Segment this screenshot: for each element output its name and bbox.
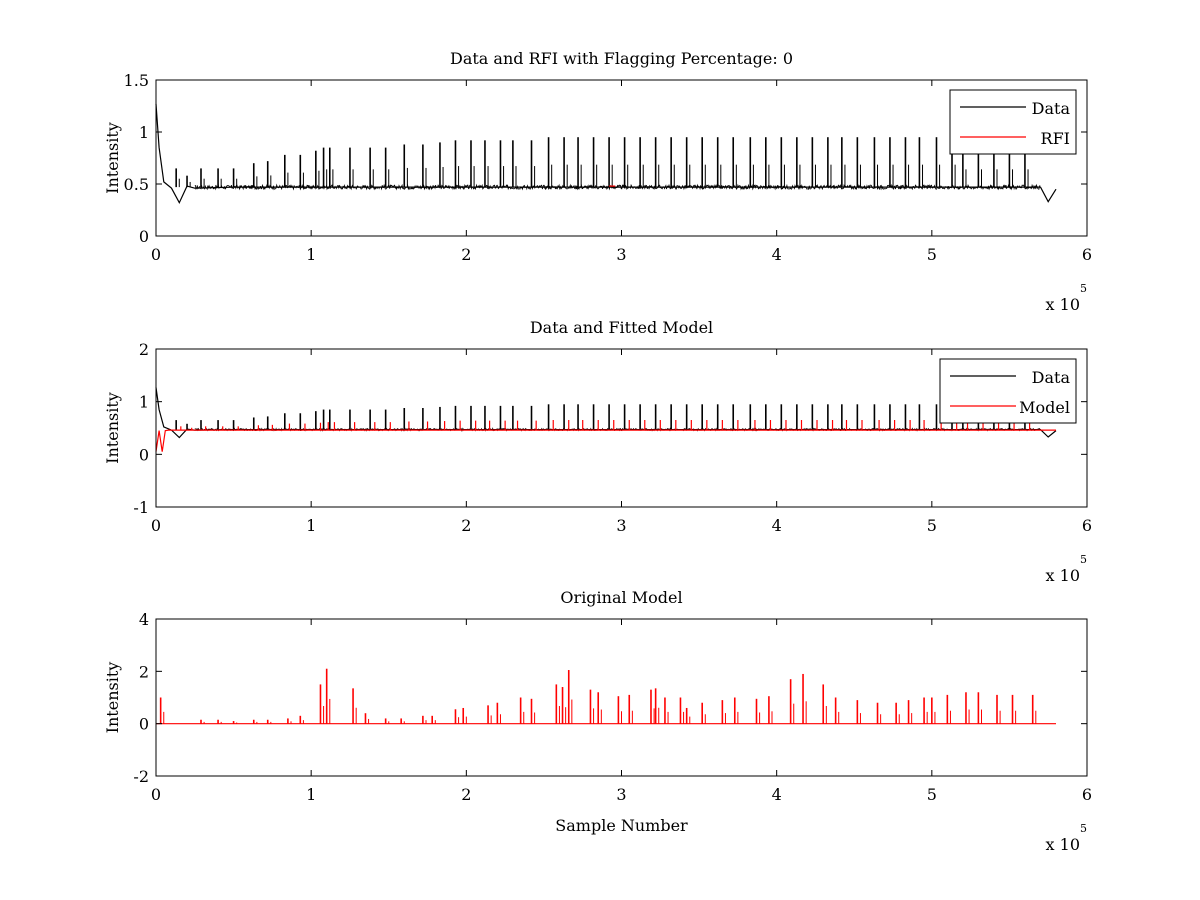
x-tick-label: 1 bbox=[306, 516, 316, 535]
x-tick-label: 4 bbox=[772, 516, 782, 535]
x-multiplier: x 10 bbox=[1046, 835, 1080, 854]
x-tick-label: 1 bbox=[306, 785, 316, 804]
x-tick-label: 5 bbox=[927, 516, 937, 535]
series-model bbox=[155, 419, 1056, 452]
y-tick-label: -2 bbox=[133, 767, 149, 786]
y-tick-label: 0.5 bbox=[124, 175, 149, 194]
x-multiplier-exponent: 5 bbox=[1080, 822, 1087, 835]
x-tick-label: 2 bbox=[461, 785, 471, 804]
x-tick-label: 0 bbox=[151, 785, 161, 804]
legend: Data Model bbox=[939, 358, 1077, 424]
x-tick-label: 4 bbox=[772, 785, 782, 804]
y-axis-label: Intensity bbox=[103, 392, 122, 464]
series-data bbox=[155, 103, 1057, 205]
y-tick-label: 1.5 bbox=[124, 71, 149, 90]
chart-title: Data and RFI with Flagging Percentage: 0 bbox=[450, 49, 793, 68]
legend-label: Data bbox=[1032, 99, 1071, 118]
axes-frame bbox=[155, 79, 1088, 237]
y-tick-label: 0 bbox=[139, 445, 149, 464]
legend-label: Model bbox=[1019, 398, 1070, 417]
x-tick-label: 0 bbox=[151, 516, 161, 535]
x-tick-label: 6 bbox=[1082, 516, 1092, 535]
legend-label: RFI bbox=[1041, 129, 1070, 148]
x-tick-label: 5 bbox=[927, 245, 937, 264]
x-tick-label: 3 bbox=[616, 516, 626, 535]
x-tick-label: 6 bbox=[1082, 245, 1092, 264]
y-tick-label: 1 bbox=[139, 393, 149, 412]
y-tick-label: -1 bbox=[133, 498, 149, 517]
y-tick-label: 2 bbox=[139, 662, 149, 681]
series-noise bbox=[194, 183, 1041, 191]
y-tick-label: 4 bbox=[139, 610, 149, 629]
y-tick-label: 0 bbox=[139, 227, 149, 246]
x-tick-label: 3 bbox=[616, 785, 626, 804]
x-tick-label: 3 bbox=[616, 245, 626, 264]
legend-label: Data bbox=[1032, 368, 1071, 387]
y-tick-label: 1 bbox=[139, 123, 149, 142]
y-tick-label: 0 bbox=[139, 715, 149, 734]
x-multiplier-exponent: 5 bbox=[1080, 282, 1087, 295]
x-tick-label: 1 bbox=[306, 245, 316, 264]
legend: Data RFI bbox=[949, 89, 1077, 155]
x-multiplier: x 10 bbox=[1046, 295, 1080, 314]
y-axis-label: Intensity bbox=[103, 662, 122, 734]
x-axis-label: Sample Number bbox=[555, 816, 688, 835]
series-model-0 bbox=[156, 668, 1056, 725]
x-tick-label: 0 bbox=[151, 245, 161, 264]
series-line bbox=[155, 103, 1057, 205]
x-tick-label: 5 bbox=[927, 785, 937, 804]
series-line bbox=[155, 429, 1056, 452]
chart-title: Data and Fitted Model bbox=[530, 318, 713, 337]
x-tick-label: 4 bbox=[772, 245, 782, 264]
x-tick-label: 2 bbox=[461, 245, 471, 264]
x-multiplier-exponent: 5 bbox=[1080, 553, 1087, 566]
y-tick-label: 2 bbox=[139, 340, 149, 359]
legend-box bbox=[939, 358, 1077, 424]
x-tick-label: 6 bbox=[1082, 785, 1092, 804]
y-axis-label: Intensity bbox=[103, 122, 122, 194]
x-multiplier: x 10 bbox=[1046, 566, 1080, 585]
x-tick-label: 2 bbox=[461, 516, 471, 535]
legend-box bbox=[949, 89, 1077, 155]
chart-panel-1: Data and RFI with Flagging Percentage: 0… bbox=[103, 49, 1092, 314]
chart-title: Original Model bbox=[560, 588, 682, 607]
